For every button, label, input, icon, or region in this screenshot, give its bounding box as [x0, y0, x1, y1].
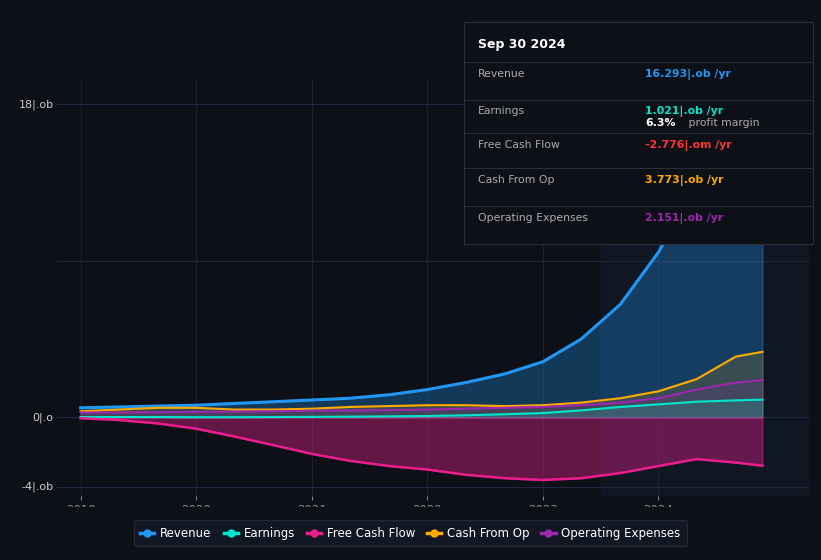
Text: -4|.ob: -4|.ob — [21, 482, 53, 492]
Text: 0|.o: 0|.o — [33, 412, 53, 423]
Legend: Revenue, Earnings, Free Cash Flow, Cash From Op, Operating Expenses: Revenue, Earnings, Free Cash Flow, Cash … — [134, 520, 687, 547]
Text: Sep 30 2024: Sep 30 2024 — [478, 38, 566, 51]
Text: 2.151|.ob /yr: 2.151|.ob /yr — [645, 213, 723, 223]
Text: Revenue: Revenue — [478, 69, 525, 79]
Text: 6.3%: 6.3% — [645, 118, 676, 128]
Text: 16.293|.ob /yr: 16.293|.ob /yr — [645, 69, 732, 80]
Text: 1.021|.ob /yr: 1.021|.ob /yr — [645, 106, 723, 118]
Text: Cash From Op: Cash From Op — [478, 175, 554, 185]
Bar — [601, 78, 809, 496]
Text: 18|.ob: 18|.ob — [19, 99, 53, 110]
Text: Free Cash Flow: Free Cash Flow — [478, 139, 560, 150]
Text: Operating Expenses: Operating Expenses — [478, 213, 588, 223]
Text: -2.776|.om /yr: -2.776|.om /yr — [645, 139, 732, 151]
Text: profit margin: profit margin — [686, 118, 760, 128]
Text: Earnings: Earnings — [478, 106, 525, 116]
Text: 3.773|.ob /yr: 3.773|.ob /yr — [645, 175, 724, 186]
